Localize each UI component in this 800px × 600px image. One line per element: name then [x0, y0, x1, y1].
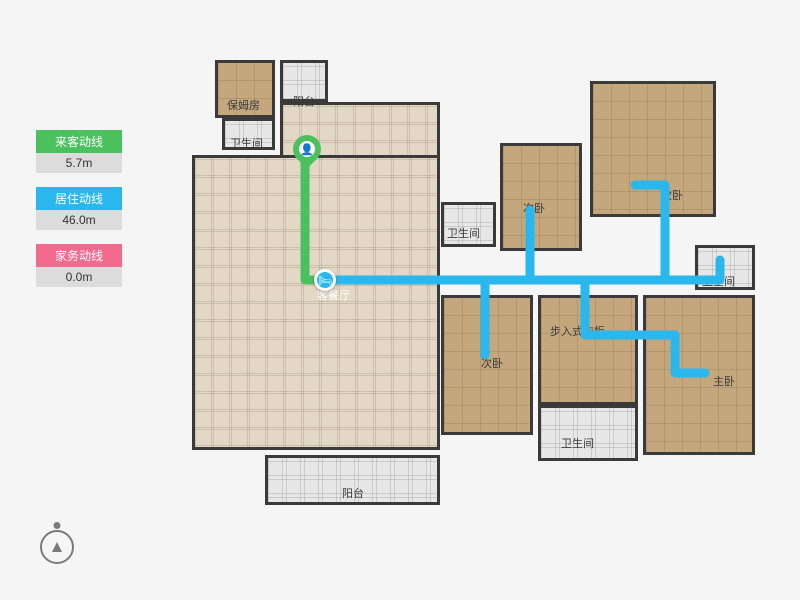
room-bath4 — [538, 405, 638, 461]
legend-item-visitor: 来客动线 5.7m — [36, 130, 122, 173]
legend-label: 家务动线 — [36, 244, 122, 267]
resident-node: 🛏 — [314, 269, 336, 291]
legend: 来客动线 5.7m 居住动线 46.0m 家务动线 0.0m — [36, 130, 122, 301]
room-label: 保姆房 — [227, 97, 260, 113]
compass-icon — [40, 530, 74, 564]
legend-value: 5.7m — [36, 153, 122, 173]
room-label: 卫生间 — [702, 273, 735, 289]
room-living — [192, 155, 440, 450]
person-icon: 👤 — [299, 141, 315, 157]
floor-plan: 保姆房阳台卫生间客餐厅卫生间次卧次卧卫生间次卧步入式衣柜主卧卫生间阳台👤🛏 — [185, 55, 765, 550]
legend-value: 46.0m — [36, 210, 122, 230]
room-label: 阳台 — [342, 485, 364, 501]
legend-item-chore: 家务动线 0.0m — [36, 244, 122, 287]
room-label: 次卧 — [481, 355, 503, 371]
room-label: 主卧 — [713, 373, 735, 389]
room-label: 卫生间 — [230, 135, 263, 151]
room-master — [643, 295, 755, 455]
room-label: 卫生间 — [561, 435, 594, 451]
legend-value: 0.0m — [36, 267, 122, 287]
legend-label: 居住动线 — [36, 187, 122, 210]
room-label: 步入式衣柜 — [550, 323, 605, 339]
room-label: 卫生间 — [447, 225, 480, 241]
bed-icon: 🛏 — [318, 274, 332, 287]
room-label: 阳台 — [293, 93, 315, 109]
room-label: 次卧 — [523, 200, 545, 216]
legend-item-resident: 居住动线 46.0m — [36, 187, 122, 230]
room-label: 次卧 — [661, 187, 683, 203]
room-bed2-a — [500, 143, 582, 251]
room-bed2-b — [590, 81, 716, 217]
legend-label: 来客动线 — [36, 130, 122, 153]
room-walkin — [538, 295, 638, 405]
